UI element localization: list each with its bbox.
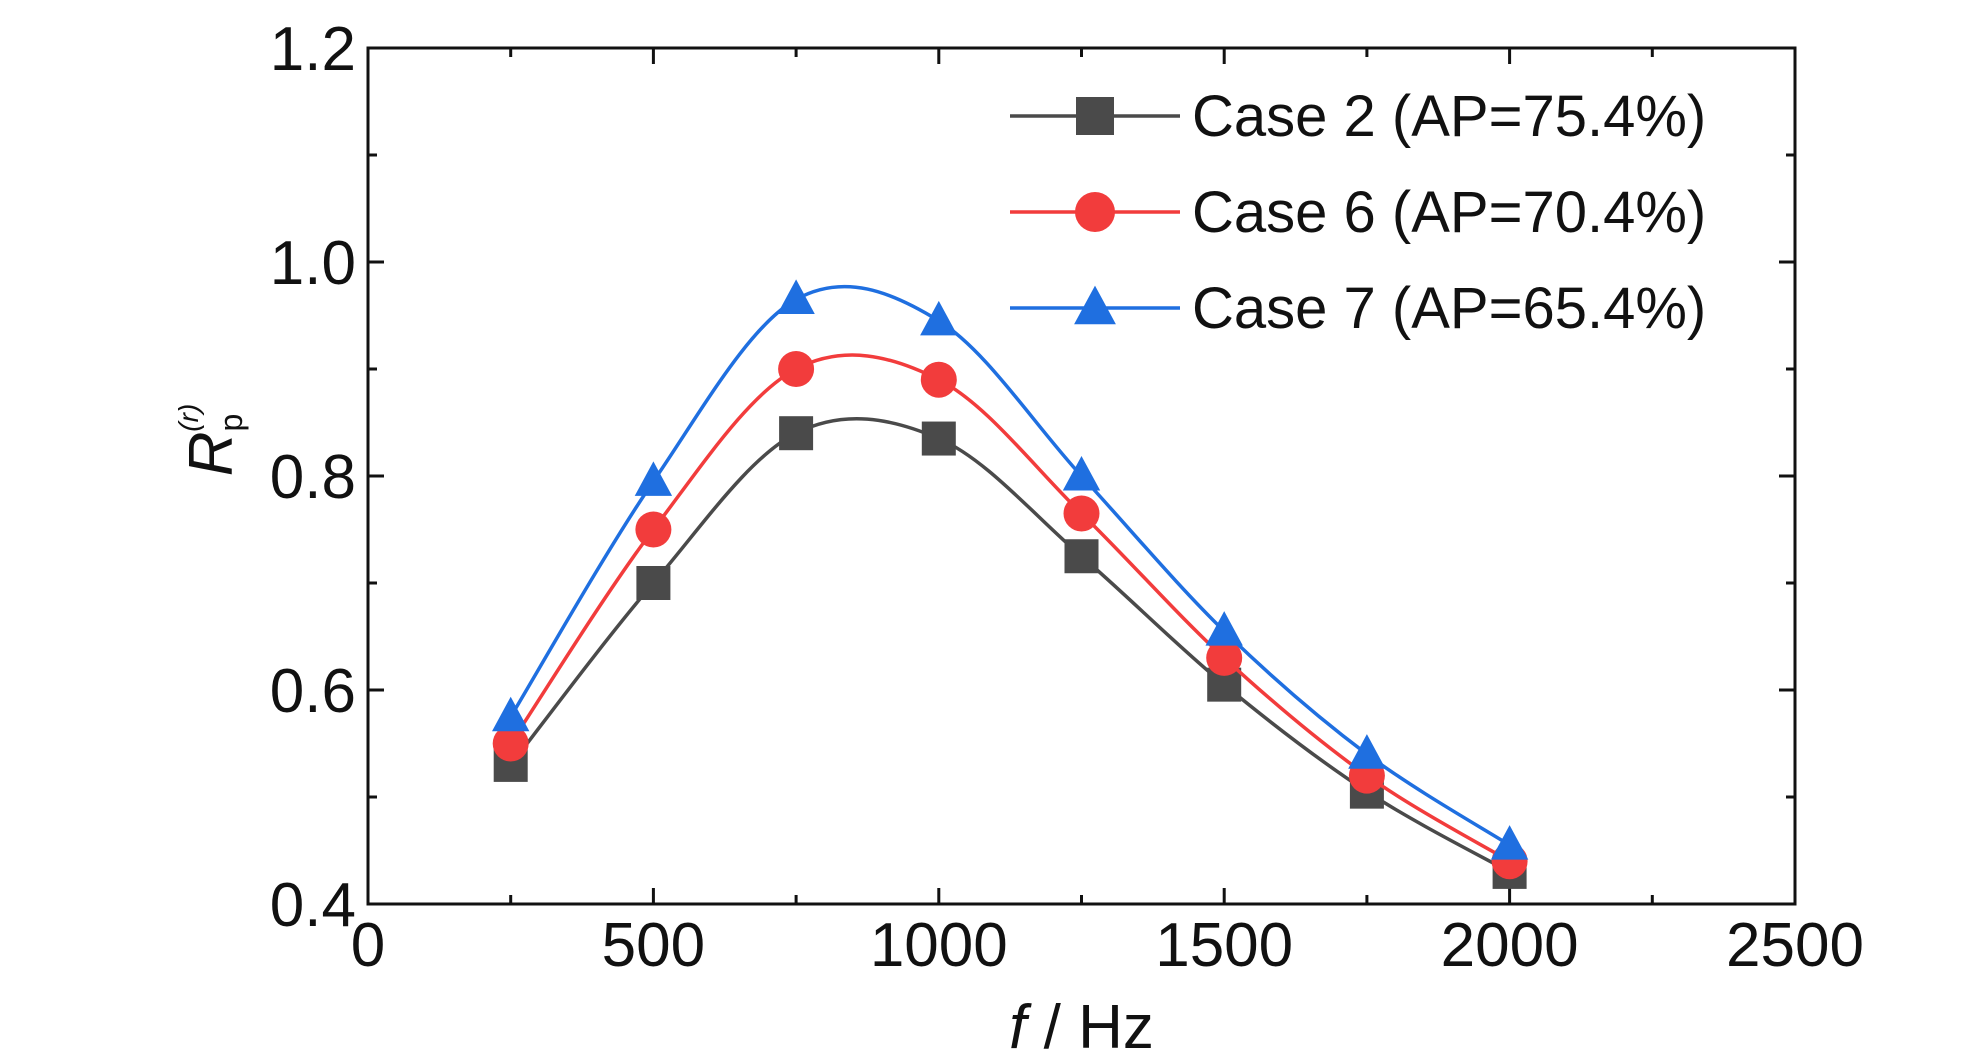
x-axis-title: f / Hz (1009, 993, 1154, 1062)
y-axis-title-main: R (177, 432, 246, 477)
legend-item: Case 2 (AP=75.4%) (1010, 84, 1706, 149)
legend-label: Case 2 (AP=75.4%) (1192, 84, 1706, 149)
y-tick-label: 0.4 (270, 871, 356, 940)
data-point (921, 421, 956, 456)
data-point (779, 416, 814, 451)
series-layer (492, 279, 1529, 889)
y-tick-label: 0.6 (270, 657, 356, 726)
x-tick-label: 500 (602, 911, 705, 980)
legend-label: Case 6 (AP=70.4%) (1192, 180, 1706, 245)
data-point (1490, 825, 1529, 860)
y-tick-label: 1.0 (270, 229, 356, 298)
y-axis-title: Rp (r) (173, 404, 249, 477)
x-tick-label: 1000 (870, 911, 1008, 980)
data-point (777, 279, 815, 314)
y-axis-title-sub: p (213, 414, 249, 432)
series-3 (492, 279, 1529, 860)
x-axis-title-rest: / Hz (1026, 993, 1153, 1062)
data-point (920, 300, 958, 336)
x-tick-label: 0 (351, 911, 385, 980)
tick-labels: 0 500 1000 1500 2000 2500 0.4 0.6 0.8 1.0 1.2 (270, 15, 1864, 980)
legend-item: Case 6 (AP=70.4%) (1010, 180, 1706, 245)
data-point (492, 696, 530, 732)
data-point (1062, 455, 1101, 491)
legend-marker (1074, 285, 1116, 325)
series-2 (492, 351, 1528, 880)
data-point (1064, 539, 1099, 574)
data-point (636, 566, 671, 600)
x-tick-label: 2500 (1726, 911, 1864, 980)
x-tick-label: 2000 (1441, 911, 1579, 980)
axes (366, 46, 1797, 906)
data-point (1348, 734, 1386, 769)
legend-label: Case 7 (AP=65.4%) (1192, 276, 1706, 341)
y-tick-label: 1.2 (270, 15, 356, 84)
data-point (1206, 639, 1243, 676)
data-point (634, 461, 673, 496)
y-tick-label: 0.8 (270, 443, 356, 512)
y-axis-title-sup: (r) (173, 404, 204, 432)
legend-marker (1076, 97, 1114, 135)
data-point (1205, 611, 1243, 646)
data-point (635, 511, 672, 548)
data-point (1063, 495, 1100, 532)
data-point (492, 725, 529, 762)
x-tick-label: 1500 (1155, 911, 1293, 980)
legend-item: Case 7 (AP=65.4%) (1010, 276, 1706, 341)
data-point (920, 361, 957, 398)
data-point (778, 351, 815, 387)
legend: Case 2 (AP=75.4%) Case 6 (AP=70.4%) Case 7… (1010, 84, 1706, 341)
legend-marker (1075, 192, 1115, 232)
